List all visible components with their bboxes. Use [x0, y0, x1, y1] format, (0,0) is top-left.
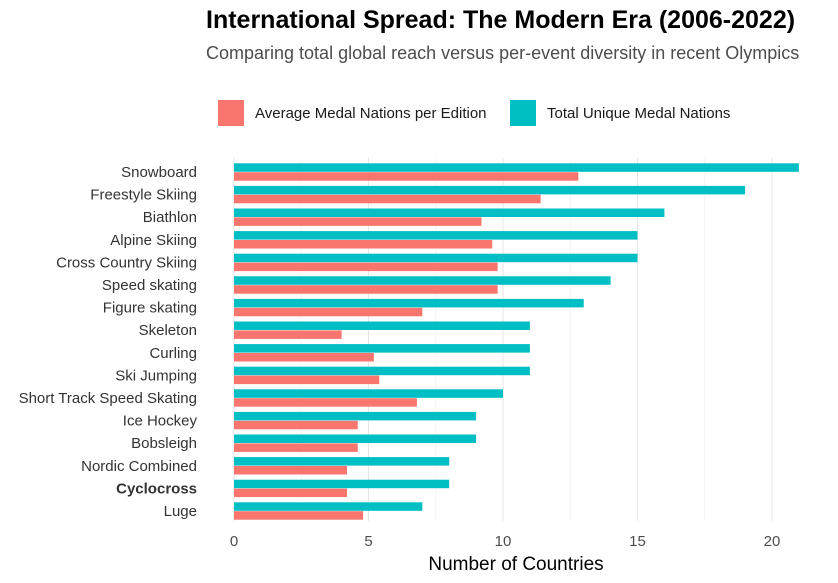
- bar-total: [234, 457, 450, 466]
- bar-average: [234, 353, 374, 362]
- bar-total: [234, 276, 611, 285]
- bar-average: [234, 217, 482, 226]
- x-tick-label: 15: [629, 533, 646, 550]
- bar-average: [234, 172, 579, 181]
- bar-average: [234, 488, 347, 498]
- x-tick-labels: 0 5 10 15 20: [230, 533, 781, 550]
- category-label: Curling: [149, 345, 197, 362]
- category-label: Nordic Combined: [81, 458, 197, 475]
- x-tick-label: 20: [764, 533, 781, 550]
- bar-total: [234, 389, 503, 398]
- bar-total: [234, 366, 530, 376]
- bar-average: [234, 194, 541, 204]
- legend-key-average: [218, 100, 244, 126]
- category-label: Alpine Skiing: [110, 232, 197, 249]
- bar-average: [234, 375, 380, 385]
- legend-key-total: [510, 100, 536, 126]
- bar-average: [234, 443, 358, 452]
- bar-average: [234, 262, 498, 272]
- bar-average: [234, 240, 493, 249]
- bar-average: [234, 420, 358, 430]
- bar-average: [234, 466, 347, 475]
- category-labels: Snowboard Freestyle Skiing Biathlon Alpine …: [19, 164, 198, 520]
- x-tick-label: 0: [230, 533, 238, 550]
- bar-total: [234, 231, 638, 240]
- category-label: Bobsleigh: [131, 435, 197, 452]
- bar-total: [234, 208, 665, 217]
- bar-total: [234, 253, 638, 263]
- bar-total: [234, 502, 423, 511]
- chart-subtitle: Comparing total global reach versus per-…: [206, 43, 800, 63]
- legend-label-total: Total Unique Medal Nations: [547, 105, 731, 122]
- bar-total: [234, 321, 530, 330]
- category-label: Freestyle Skiing: [90, 187, 197, 204]
- bar-average: [234, 285, 498, 294]
- bar-total: [234, 163, 799, 172]
- x-tick-label: 10: [495, 533, 512, 550]
- category-label: Cyclocross: [116, 480, 197, 497]
- bars: [234, 163, 799, 520]
- category-label: Skeleton: [139, 322, 197, 339]
- x-tick-label: 5: [364, 533, 372, 550]
- x-axis-title: Number of Countries: [428, 554, 603, 575]
- bar-average: [234, 307, 423, 317]
- category-label: Luge: [164, 503, 197, 520]
- legend-label-average: Average Medal Nations per Edition: [255, 105, 487, 122]
- bar-average: [234, 511, 364, 520]
- chart-title: International Spread: The Modern Era (20…: [206, 6, 796, 34]
- category-label: Biathlon: [143, 209, 197, 226]
- category-label: Cross Country Skiing: [56, 254, 197, 271]
- bar-average: [234, 330, 342, 339]
- bar-total: [234, 298, 584, 308]
- category-label: Ice Hockey: [123, 413, 198, 430]
- category-label: Snowboard: [121, 164, 197, 181]
- category-label: Figure skating: [103, 300, 197, 317]
- bar-average: [234, 398, 417, 407]
- bar-total: [234, 434, 477, 443]
- category-label: Speed skating: [102, 277, 197, 294]
- bar-total: [234, 344, 530, 353]
- bar-total: [234, 185, 746, 195]
- bar-total: [234, 411, 477, 421]
- category-label: Short Track Speed Skating: [19, 390, 197, 407]
- category-label: Ski Jumping: [115, 367, 197, 384]
- bar-total: [234, 479, 450, 489]
